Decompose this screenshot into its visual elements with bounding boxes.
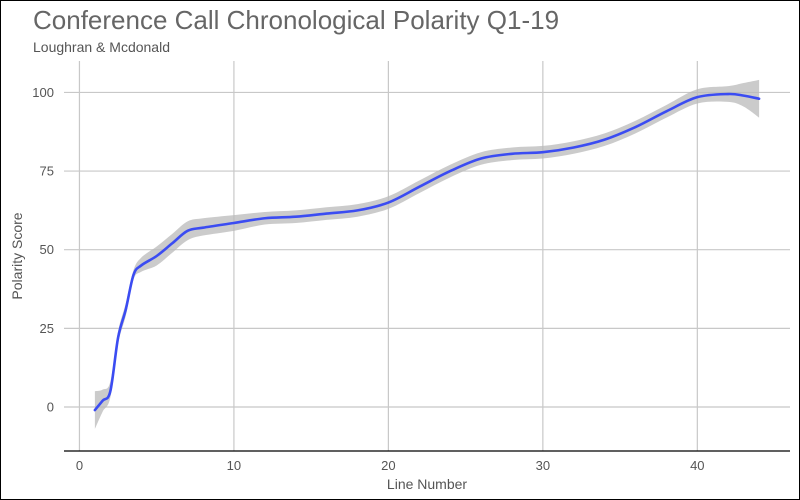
series-line	[93, 92, 761, 412]
x-tick-label: 40	[690, 458, 704, 473]
x-tick-label: 0	[76, 458, 83, 473]
x-tick-label: 20	[381, 458, 395, 473]
y-tick-label: 100	[32, 85, 54, 100]
series-line-group	[93, 92, 761, 412]
chart-subtitle: Loughran & Mcdonald	[33, 39, 170, 55]
y-tick-label: 25	[40, 321, 54, 336]
tick-labels: 0 25 50 75 100 0 10 20 30 40	[32, 85, 704, 473]
y-tick-label: 75	[40, 164, 54, 179]
y-tick-label: 50	[40, 242, 54, 257]
x-tick-label: 30	[536, 458, 550, 473]
confidence-band	[94, 79, 760, 429]
confidence-band-group	[94, 79, 760, 429]
x-tick-label: 10	[227, 458, 241, 473]
x-axis-label: Line Number	[387, 476, 467, 492]
y-tick-label: 0	[47, 399, 54, 414]
grid-lines	[64, 61, 790, 451]
y-axis-label: Polarity Score	[9, 212, 25, 299]
chart-title: Conference Call Chronological Polarity Q…	[33, 5, 560, 35]
